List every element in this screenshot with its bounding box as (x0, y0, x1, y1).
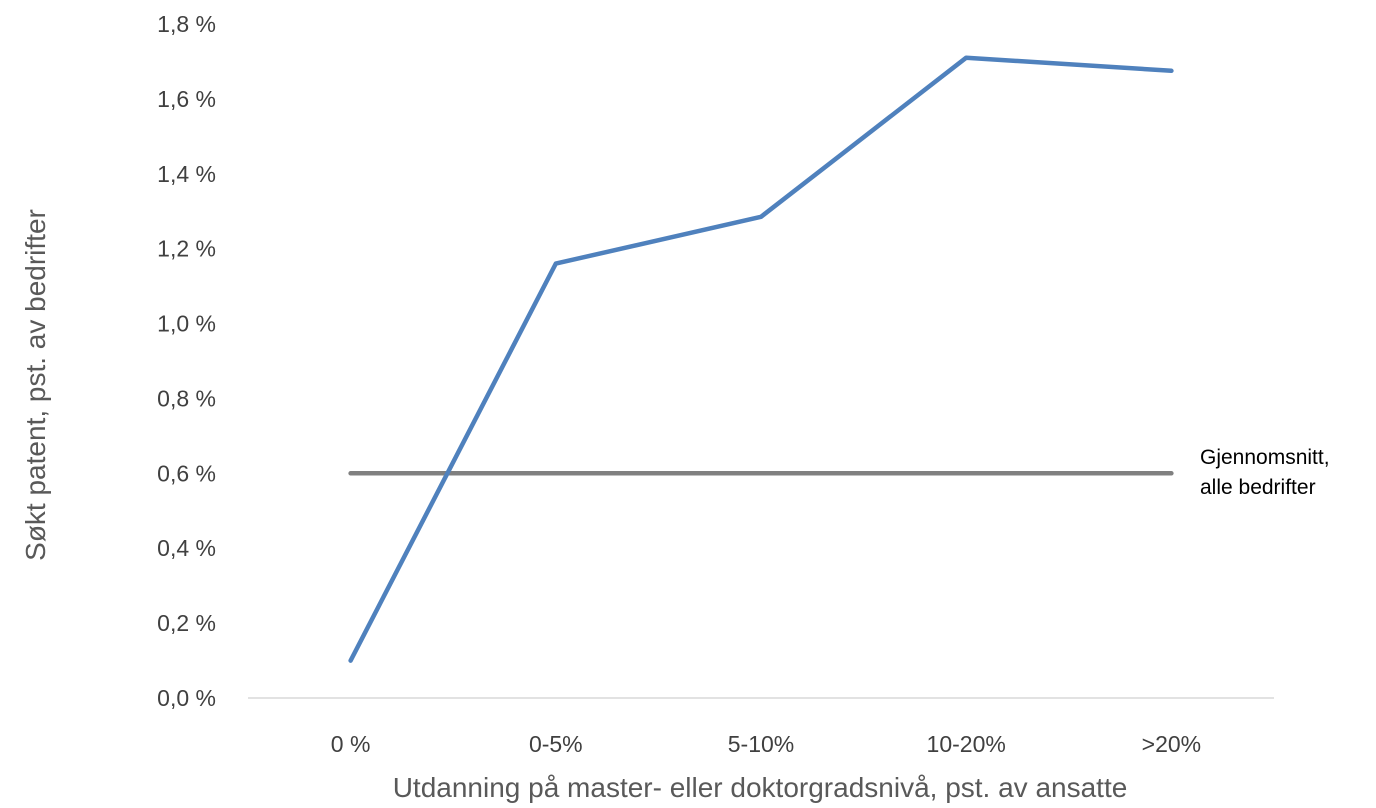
x-tick-label: 5-10% (728, 731, 794, 757)
y-tick-label: 1,4 % (157, 161, 216, 187)
x-axis-ticks: 0 % 0-5% 5-10% 10-20% >20% (331, 731, 1201, 757)
patent-share-series-line (348, 55, 1174, 663)
y-tick-label: 0,6 % (157, 460, 216, 486)
y-tick-label: 0,2 % (157, 610, 216, 636)
x-tick-label: 0-5% (529, 731, 583, 757)
x-tick-label: >20% (1142, 731, 1201, 757)
y-axis-title: Søkt patent, pst. av bedrifter (20, 209, 51, 561)
y-tick-label: 1,0 % (157, 311, 216, 337)
average-line-annotation-line1: Gjennomsnitt, (1200, 446, 1330, 469)
y-tick-label: 1,2 % (157, 236, 216, 262)
y-tick-label: 0,8 % (157, 385, 216, 411)
average-line-annotation-line2: alle bedrifter (1200, 476, 1316, 499)
y-axis-ticks: 0,0 % 0,2 % 0,4 % 0,6 % 0,8 % 1,0 % 1,2 % 1,4 %… (157, 11, 216, 711)
x-axis-title: Utdanning på master- eller doktorgradsni… (393, 772, 1128, 803)
y-tick-label: 1,6 % (157, 86, 216, 112)
y-tick-label: 0,4 % (157, 535, 216, 561)
y-tick-label: 0,0 % (157, 685, 216, 711)
y-tick-label: 1,8 % (157, 11, 216, 37)
x-tick-label: 0 % (331, 731, 371, 757)
series-lines (348, 55, 1174, 663)
x-tick-label: 10-20% (927, 731, 1006, 757)
